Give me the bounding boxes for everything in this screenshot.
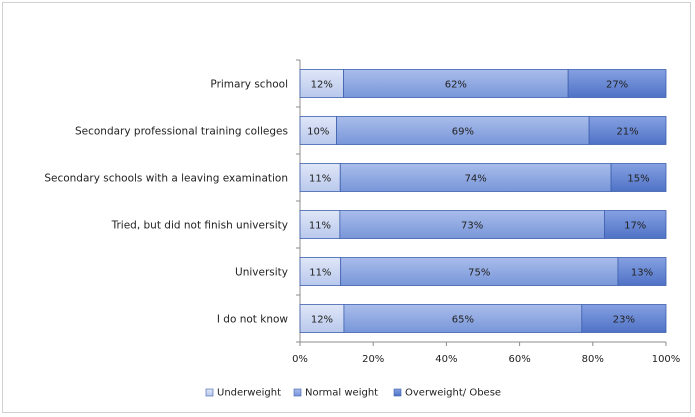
- data-label: 69%: [452, 127, 474, 138]
- category-label: Secondary professional training colleges: [75, 126, 288, 138]
- bar-segment: [603, 210, 667, 239]
- category-label: I do not know: [217, 314, 289, 326]
- bar-segment: [299, 116, 337, 145]
- bar-segment: [343, 304, 583, 333]
- legend-label: Underweight: [217, 388, 281, 399]
- data-label: 11%: [309, 268, 331, 279]
- data-label: 74%: [465, 174, 487, 185]
- category-label: University: [235, 267, 288, 279]
- bar-segment: [581, 304, 667, 333]
- legend-swatch: [205, 388, 214, 397]
- bar-segment: [588, 116, 667, 145]
- bar-segment: [299, 304, 345, 333]
- category-label: Secondary schools with a leaving examina…: [44, 173, 288, 185]
- category-label: Tried, but did not finish university: [111, 220, 288, 232]
- category-label: Primary school: [210, 79, 288, 91]
- legend-label: Normal weight: [305, 388, 378, 399]
- legend-swatch: [393, 388, 402, 397]
- x-tick-label: 0%: [292, 354, 308, 365]
- bar-segment: [339, 163, 612, 192]
- bar-segment: [299, 163, 341, 192]
- bar-segment: [299, 257, 342, 286]
- bar-segment: [339, 210, 605, 239]
- data-label: 73%: [461, 221, 483, 232]
- data-label: 13%: [631, 268, 653, 279]
- data-label: 21%: [616, 127, 638, 138]
- data-label: 17%: [624, 221, 646, 232]
- bar-segment: [343, 69, 569, 98]
- x-tick-label: 20%: [362, 354, 384, 365]
- bars: 12% 62% 27% 10% 69% 21% 11% 74% 15% 11% 73% 17% 11% 7…: [299, 69, 667, 333]
- x-tick-label: 100%: [652, 354, 681, 365]
- data-label: 11%: [309, 221, 331, 232]
- x-tick-label: 60%: [508, 354, 530, 365]
- bar-segment: [617, 257, 667, 286]
- legend-swatch: [293, 388, 302, 397]
- data-label: 11%: [309, 174, 331, 185]
- data-label: 62%: [445, 80, 467, 91]
- bar-segment: [299, 210, 341, 239]
- data-label: 12%: [311, 315, 333, 326]
- bar-segment: [610, 163, 667, 192]
- data-label: 23%: [613, 315, 635, 326]
- legend-label: Overweight/ Obese: [405, 388, 501, 399]
- data-label: 15%: [627, 174, 649, 185]
- data-label: 10%: [307, 127, 329, 138]
- legend: Underweight Normal weight Overweight/ Obes…: [205, 388, 501, 399]
- data-label: 65%: [452, 315, 474, 326]
- axes: 0% 20% 40% 60% 80% 100% Primary school Secondar…: [44, 59, 681, 365]
- x-tick-label: 80%: [582, 354, 604, 365]
- bar-segment: [567, 69, 667, 98]
- data-label: 75%: [468, 268, 490, 279]
- bar-segment: [336, 116, 590, 145]
- bar-segment: [340, 257, 619, 286]
- data-label: 27%: [606, 80, 628, 91]
- data-label: 12%: [311, 80, 333, 91]
- x-tick-label: 40%: [435, 354, 457, 365]
